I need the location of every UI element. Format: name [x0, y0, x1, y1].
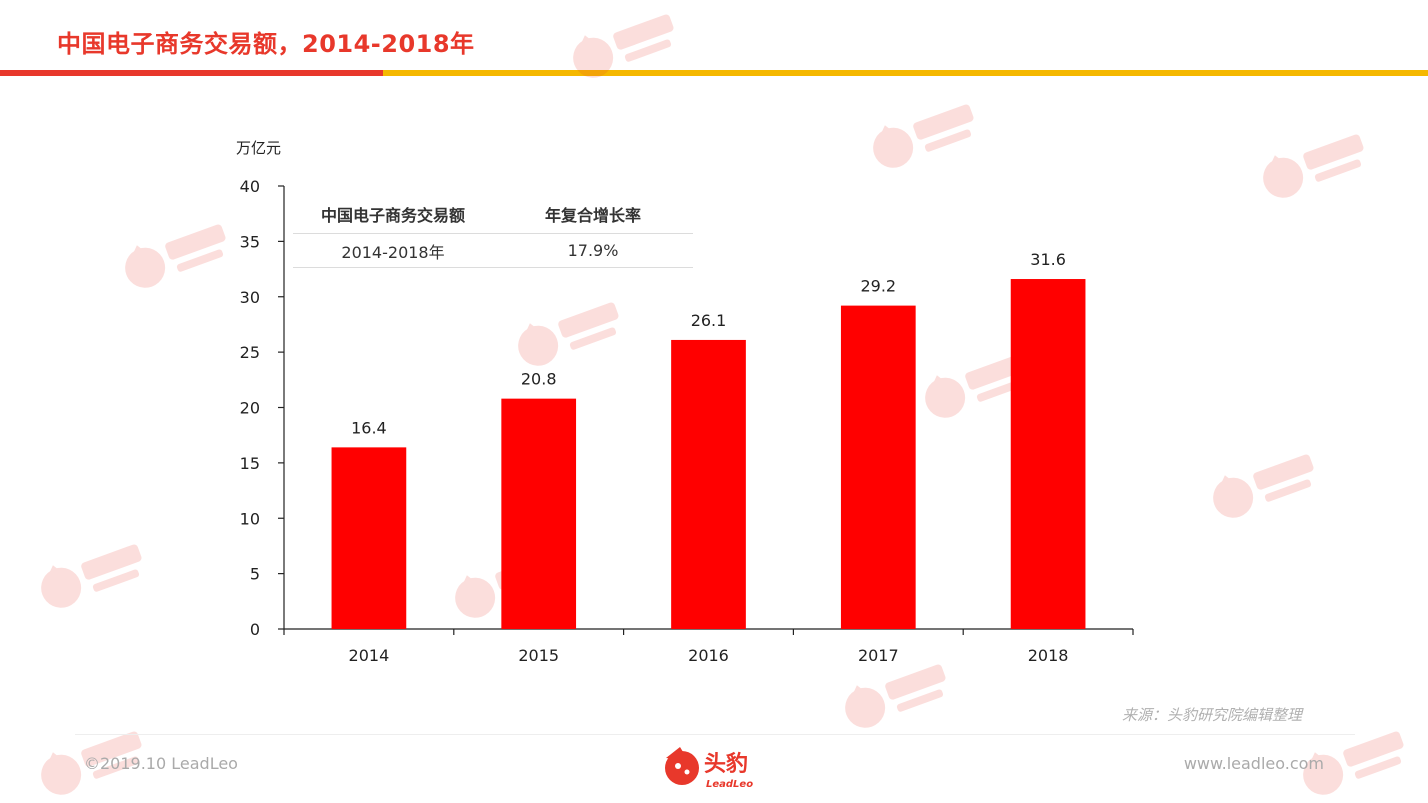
title-underline-red: [0, 70, 383, 76]
logo-subtext: LeadLeo: [706, 779, 753, 790]
x-tick-label: 2016: [688, 646, 729, 665]
x-tick-label: 2014: [349, 646, 390, 665]
cagr-table-header: 中国电子商务交易额 年复合增长率: [293, 195, 693, 234]
bar: [331, 447, 407, 629]
bar: [671, 339, 746, 629]
cagr-value: 17.9%: [567, 241, 619, 260]
bar: [840, 305, 916, 629]
x-tick-label: 2018: [1028, 646, 1069, 665]
y-tick-label: 0: [250, 620, 260, 639]
y-tick-label: 10: [240, 509, 260, 528]
y-tick-label: 15: [240, 454, 260, 473]
cagr-period: 2014-2018年: [341, 242, 445, 262]
bar: [1010, 279, 1086, 629]
title-underline-yellow: [383, 70, 1428, 76]
table-row: 2014-2018年 17.9%: [293, 234, 693, 268]
leadleo-logo: 头豹 LeadLeo: [660, 742, 770, 792]
y-tick-label: 35: [240, 232, 260, 251]
copyright-text: ©2019.10 LeadLeo: [84, 754, 238, 773]
footer-divider: [75, 734, 1355, 735]
data-label: 31.6: [1030, 250, 1066, 269]
logo-text: 头豹: [704, 751, 748, 777]
y-tick-label: 5: [250, 565, 260, 584]
source-note: 来源：头豹研究院编辑整理: [1121, 706, 1302, 724]
y-axis-label: 万亿元: [236, 139, 281, 157]
cagr-header-metric: 中国电子商务交易额: [320, 206, 465, 225]
data-label: 16.4: [351, 418, 387, 437]
x-tick-label: 2015: [518, 646, 559, 665]
cagr-table: 中国电子商务交易额 年复合增长率 2014-2018年 17.9%: [293, 195, 693, 268]
y-tick-label: 40: [240, 177, 260, 196]
website-link: www.leadleo.com: [1183, 754, 1324, 773]
data-label: 20.8: [521, 370, 557, 389]
cagr-header-rate: 年复合增长率: [544, 206, 641, 225]
data-label: 26.1: [691, 311, 727, 330]
bar: [501, 398, 577, 629]
y-tick-label: 30: [240, 288, 260, 307]
x-tick-label: 2017: [858, 646, 899, 665]
data-label: 29.2: [860, 277, 896, 296]
leopard-head-icon: [665, 747, 699, 785]
y-tick-label: 20: [240, 399, 260, 418]
page-title: 中国电子商务交易额，2014-2018年: [57, 30, 475, 58]
y-tick-label: 25: [240, 343, 260, 362]
